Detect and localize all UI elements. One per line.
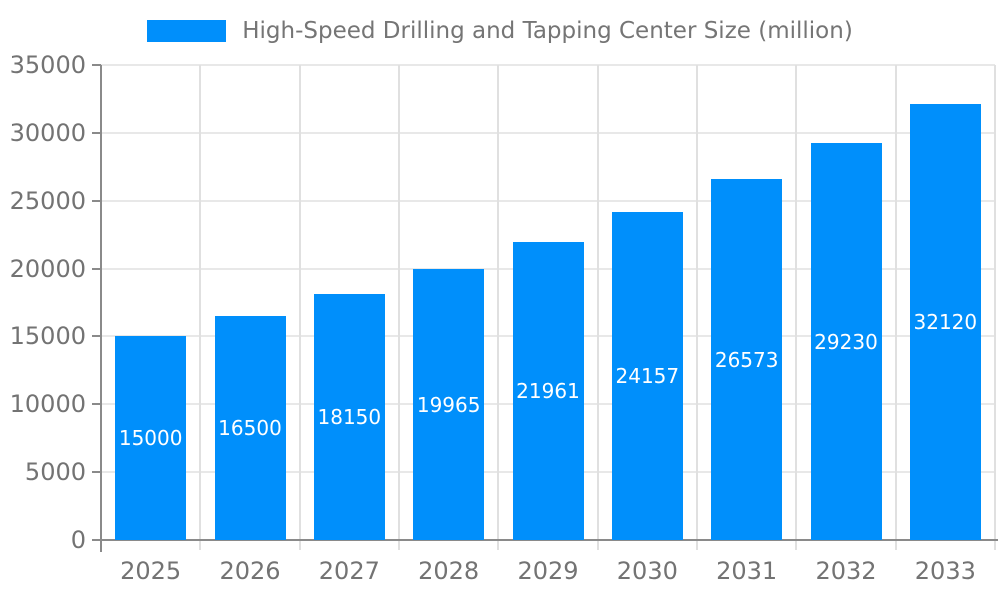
bar-value-label: 15000: [118, 426, 183, 451]
x-axis-label: 2027: [318, 557, 380, 585]
bar-value-label: 21961: [516, 378, 580, 403]
bar-value-label: 26573: [714, 347, 779, 372]
bar-value-label: 29230: [814, 329, 878, 354]
bar-2030[interactable]: [611, 212, 683, 540]
legend[interactable]: High-Speed Drilling and Tapping Center S…: [0, 18, 1000, 44]
bar-2032[interactable]: [810, 143, 882, 540]
y-axis-tick: [92, 199, 101, 202]
y-axis-tick: [92, 335, 101, 338]
gridline-vertical: [199, 65, 202, 550]
y-axis-tick: [92, 403, 101, 406]
gridline-vertical: [298, 65, 301, 550]
y-axis-tick: [92, 267, 101, 270]
y-axis-line: [100, 65, 102, 552]
gridline-vertical: [795, 65, 798, 550]
y-axis-label: 25000: [9, 186, 86, 215]
bar-2029[interactable]: [512, 241, 584, 540]
gridline-vertical: [398, 65, 400, 550]
y-axis-label: 30000: [9, 118, 86, 147]
x-axis-line: [92, 539, 998, 541]
x-axis-label: 2030: [616, 557, 678, 585]
bar-2033[interactable]: [909, 104, 981, 540]
gridline-vertical: [696, 65, 698, 550]
x-axis-label: 2032: [815, 557, 877, 585]
bar-value-label: 32120: [913, 310, 978, 335]
y-axis-label: 5000: [24, 458, 86, 487]
gridline-vertical: [497, 65, 500, 550]
x-axis-label: 2029: [517, 557, 579, 585]
y-axis-label: 0: [70, 526, 86, 554]
legend-marker[interactable]: [147, 20, 227, 42]
y-axis-label: 10000: [9, 390, 86, 419]
x-axis-label: 2026: [219, 557, 281, 585]
x-axis-label: 2033: [914, 557, 976, 585]
y-axis-tick: [92, 131, 101, 134]
x-axis-label: 2031: [716, 557, 778, 585]
gridline-horizontal: [101, 199, 995, 202]
y-axis-label: 20000: [9, 254, 86, 283]
y-axis-tick: [92, 471, 101, 474]
y-axis-label: 35000: [9, 51, 86, 79]
y-axis-tick: [92, 64, 101, 66]
bar-2031[interactable]: [711, 179, 783, 540]
bar-2026[interactable]: [214, 316, 286, 540]
gridline-vertical: [894, 65, 897, 550]
bar-value-label: 18150: [317, 404, 382, 429]
legend-label: High-Speed Drilling and Tapping Center S…: [242, 18, 853, 44]
gridline-vertical: [994, 65, 996, 550]
bar-value-label: 16500: [218, 416, 282, 441]
bar-2028[interactable]: [413, 269, 485, 540]
gridline-horizontal: [101, 131, 995, 134]
gridline-vertical: [596, 65, 599, 550]
x-axis-label: 2025: [120, 557, 182, 585]
x-axis-label: 2028: [418, 557, 480, 585]
gridline-horizontal: [101, 64, 995, 66]
bar-2025[interactable]: [115, 336, 187, 540]
y-axis-label: 15000: [9, 322, 86, 351]
bar-2027[interactable]: [313, 293, 385, 540]
bar-value-label: 19965: [416, 392, 481, 417]
bar-value-label: 24157: [615, 364, 680, 389]
